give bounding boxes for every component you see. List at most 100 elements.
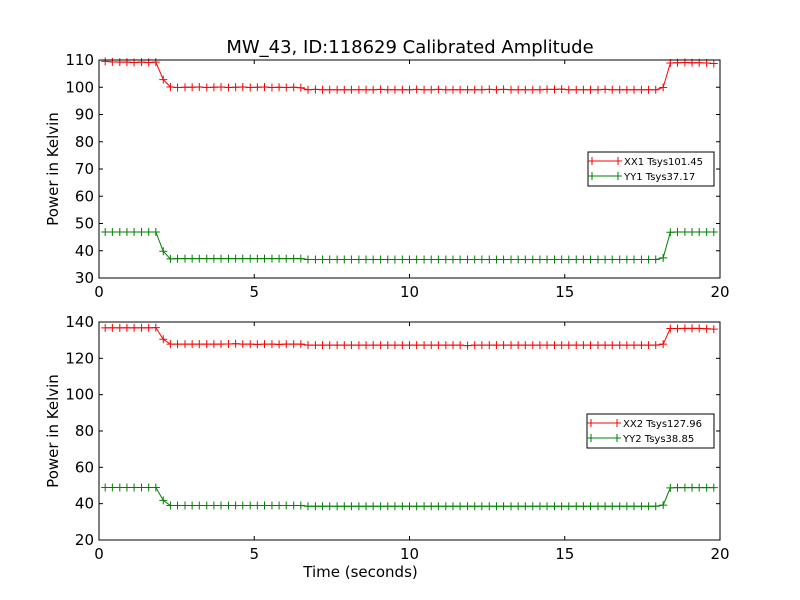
y-tick-label: 60 <box>75 458 94 476</box>
data-point <box>340 85 349 94</box>
data-point <box>209 501 218 510</box>
data-point <box>688 483 697 492</box>
data-point <box>122 227 131 236</box>
data-point <box>463 502 472 511</box>
data-point <box>629 255 638 264</box>
data-point <box>441 85 450 94</box>
data-point <box>448 341 457 350</box>
data-point <box>260 254 269 263</box>
data-point <box>528 255 537 264</box>
data-point <box>651 85 660 94</box>
data-point <box>514 85 523 94</box>
data-point <box>644 85 653 94</box>
data-point <box>680 483 689 492</box>
data-point <box>181 501 190 510</box>
data-point <box>362 341 371 350</box>
data-point <box>659 83 668 92</box>
data-point <box>521 85 530 94</box>
data-point <box>412 255 421 264</box>
data-point <box>572 341 581 350</box>
data-point <box>217 254 226 263</box>
data-point <box>593 255 602 264</box>
data-point <box>521 255 530 264</box>
data-point <box>514 255 523 264</box>
data-point <box>159 335 168 344</box>
legend: XX1 Tsys101.45 YY1 Tsys37.17 <box>587 151 715 187</box>
data-point <box>405 341 414 350</box>
data-point <box>267 254 276 263</box>
data-point <box>188 83 197 92</box>
data-point <box>434 341 443 350</box>
legend-box <box>586 413 715 449</box>
data-point <box>485 85 494 94</box>
data-point <box>246 83 255 92</box>
data-point <box>420 255 429 264</box>
data-point <box>383 85 392 94</box>
data-point <box>376 341 385 350</box>
y-tick-label: 120 <box>65 349 94 367</box>
data-point <box>383 255 392 264</box>
data-point <box>608 85 617 94</box>
data-point <box>144 227 153 236</box>
y-tick-label: 20 <box>75 531 94 549</box>
data-point <box>231 339 240 348</box>
data-point <box>514 502 523 511</box>
y-tick-label: 80 <box>75 133 94 151</box>
x-tick-label: 10 <box>400 283 419 301</box>
data-point <box>470 85 479 94</box>
data-point <box>303 255 312 264</box>
data-point <box>420 341 429 350</box>
data-point <box>420 502 429 511</box>
data-point <box>507 85 516 94</box>
data-point <box>702 324 711 333</box>
y-tick-label: 90 <box>75 106 94 124</box>
data-point <box>398 341 407 350</box>
data-point <box>209 254 218 263</box>
data-point <box>390 502 399 511</box>
data-point <box>427 85 436 94</box>
data-point <box>108 483 117 492</box>
data-point <box>369 255 378 264</box>
data-point <box>231 83 240 92</box>
data-point <box>181 83 190 92</box>
data-point <box>137 323 146 332</box>
data-point <box>390 341 399 350</box>
data-point <box>427 255 436 264</box>
data-point <box>405 255 414 264</box>
data-point <box>173 340 182 349</box>
data-point <box>101 483 110 492</box>
data-point <box>166 501 175 510</box>
data-point <box>499 85 508 94</box>
data-point <box>586 502 595 511</box>
data-point <box>383 502 392 511</box>
data-point <box>383 341 392 350</box>
data-point <box>441 502 450 511</box>
data-point <box>557 255 566 264</box>
data-point <box>369 341 378 350</box>
data-point <box>456 85 465 94</box>
data-point <box>651 502 660 511</box>
data-point <box>434 255 443 264</box>
data-point <box>202 501 211 510</box>
data-point <box>507 255 516 264</box>
data-point <box>376 85 385 94</box>
data-point <box>166 254 175 263</box>
legend-label: XX1 Tsys101.45 <box>624 157 703 168</box>
data-point <box>122 323 131 332</box>
data-point <box>108 227 117 236</box>
data-point <box>492 502 501 511</box>
data-point <box>333 341 342 350</box>
data-point <box>572 502 581 511</box>
data-point <box>695 483 704 492</box>
data-point <box>709 483 718 492</box>
data-point <box>195 82 204 91</box>
x-tick-label: 5 <box>249 283 259 301</box>
data-point <box>318 255 327 264</box>
data-point <box>130 227 139 236</box>
legend-marker <box>587 434 595 442</box>
data-point <box>579 341 588 350</box>
data-point <box>144 483 153 492</box>
data-point <box>601 341 610 350</box>
data-point <box>521 502 530 511</box>
